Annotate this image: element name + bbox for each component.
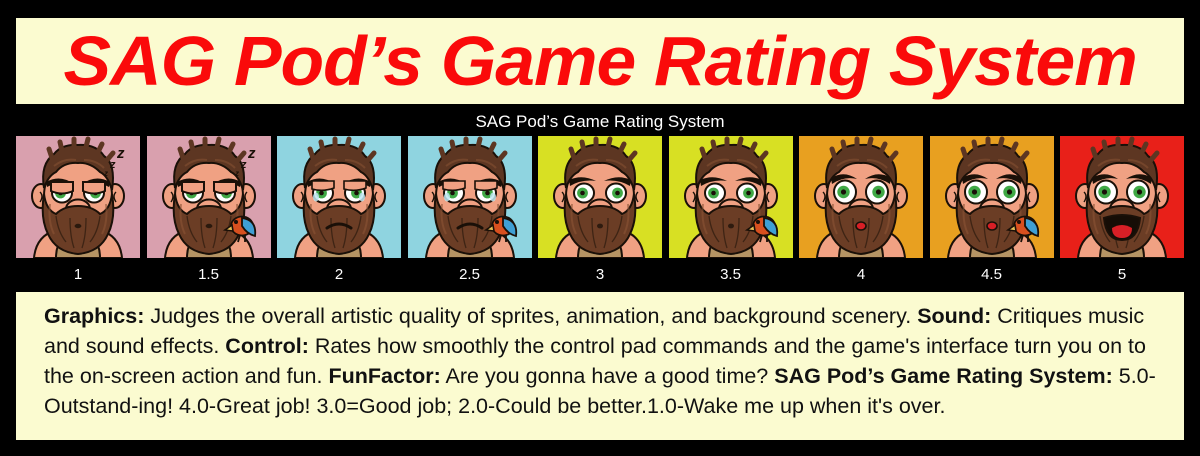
caveman-face-icon <box>929 136 1054 258</box>
subtitle-strip: SAG Pod’s Game Rating System <box>0 110 1200 134</box>
caveman-face-icon <box>277 136 401 258</box>
svg-text:z: z <box>247 145 256 162</box>
caveman-face-icon <box>1060 136 1184 258</box>
description-term: Graphics: <box>44 304 145 328</box>
rating-score-label: 2 <box>334 266 344 283</box>
rating-cell-2-5[interactable]: 2.5 <box>407 136 532 283</box>
rating-score-label: 4.5 <box>981 266 1002 283</box>
rating-cell-4[interactable]: 4 <box>799 136 923 282</box>
description-term: FunFactor: <box>328 363 441 388</box>
rating-cell-1-5[interactable]: z z z 1.5 <box>146 136 271 283</box>
rating-score-label: 3.5 <box>720 266 741 283</box>
description-text: Graphics: Judges the overall artistic qu… <box>44 302 1158 422</box>
caveman-face-icon <box>407 136 532 258</box>
rating-cell-5[interactable]: 5 <box>1060 136 1184 282</box>
rating-score-label: 4 <box>856 266 866 283</box>
rating-cell-1[interactable]: z z z 1 <box>16 136 140 282</box>
description-term: Control: <box>225 333 309 358</box>
description-prose: Rates how smoothly the control pad comma… <box>44 333 1146 388</box>
rating-score-label: 1 <box>73 266 83 283</box>
rating-score-label: 3 <box>595 266 605 283</box>
rating-cell-3-5[interactable]: 3.5 <box>668 136 793 283</box>
caveman-face-icon: z z z <box>16 136 140 258</box>
description-prose: Critiques music and sound effects. <box>44 304 1145 358</box>
caveman-face-icon <box>668 136 793 258</box>
description-term: SAG Pod’s Game Rating System: <box>774 363 1113 388</box>
caveman-face-icon <box>538 136 662 258</box>
caveman-face-icon <box>799 136 923 258</box>
rating-score-label: 1.5 <box>198 266 219 283</box>
description-term: Sound: <box>917 304 992 328</box>
rating-score-label: 5 <box>1117 266 1127 283</box>
rating-scale-strip: z z z 1 <box>0 136 1200 286</box>
svg-text:z: z <box>240 159 247 171</box>
page-title: SAG Pod’s Game Rating System <box>63 22 1137 100</box>
rating-cell-2[interactable]: 2 <box>277 136 401 282</box>
description-box: Graphics: Judges the overall artistic qu… <box>16 292 1184 440</box>
svg-text:z: z <box>116 145 125 162</box>
description-prose: Are you gonna have a good time? <box>440 363 775 388</box>
rating-cell-3[interactable]: 3 <box>538 136 662 282</box>
subtitle-text: SAG Pod’s Game Rating System <box>475 112 725 131</box>
rating-score-label: 2.5 <box>459 266 480 283</box>
svg-text:z: z <box>234 169 239 178</box>
title-banner: SAG Pod’s Game Rating System <box>16 18 1184 104</box>
svg-text:z: z <box>103 169 108 178</box>
description-prose: 5.0-Outstand-ing! 4.0-Great job! 3.0=Goo… <box>44 363 1156 418</box>
rating-cell-4-5[interactable]: 4.5 <box>929 136 1054 283</box>
svg-text:z: z <box>109 159 116 171</box>
description-prose: Judges the overall artistic quality of s… <box>144 304 918 328</box>
caveman-face-icon: z z z <box>146 136 271 258</box>
